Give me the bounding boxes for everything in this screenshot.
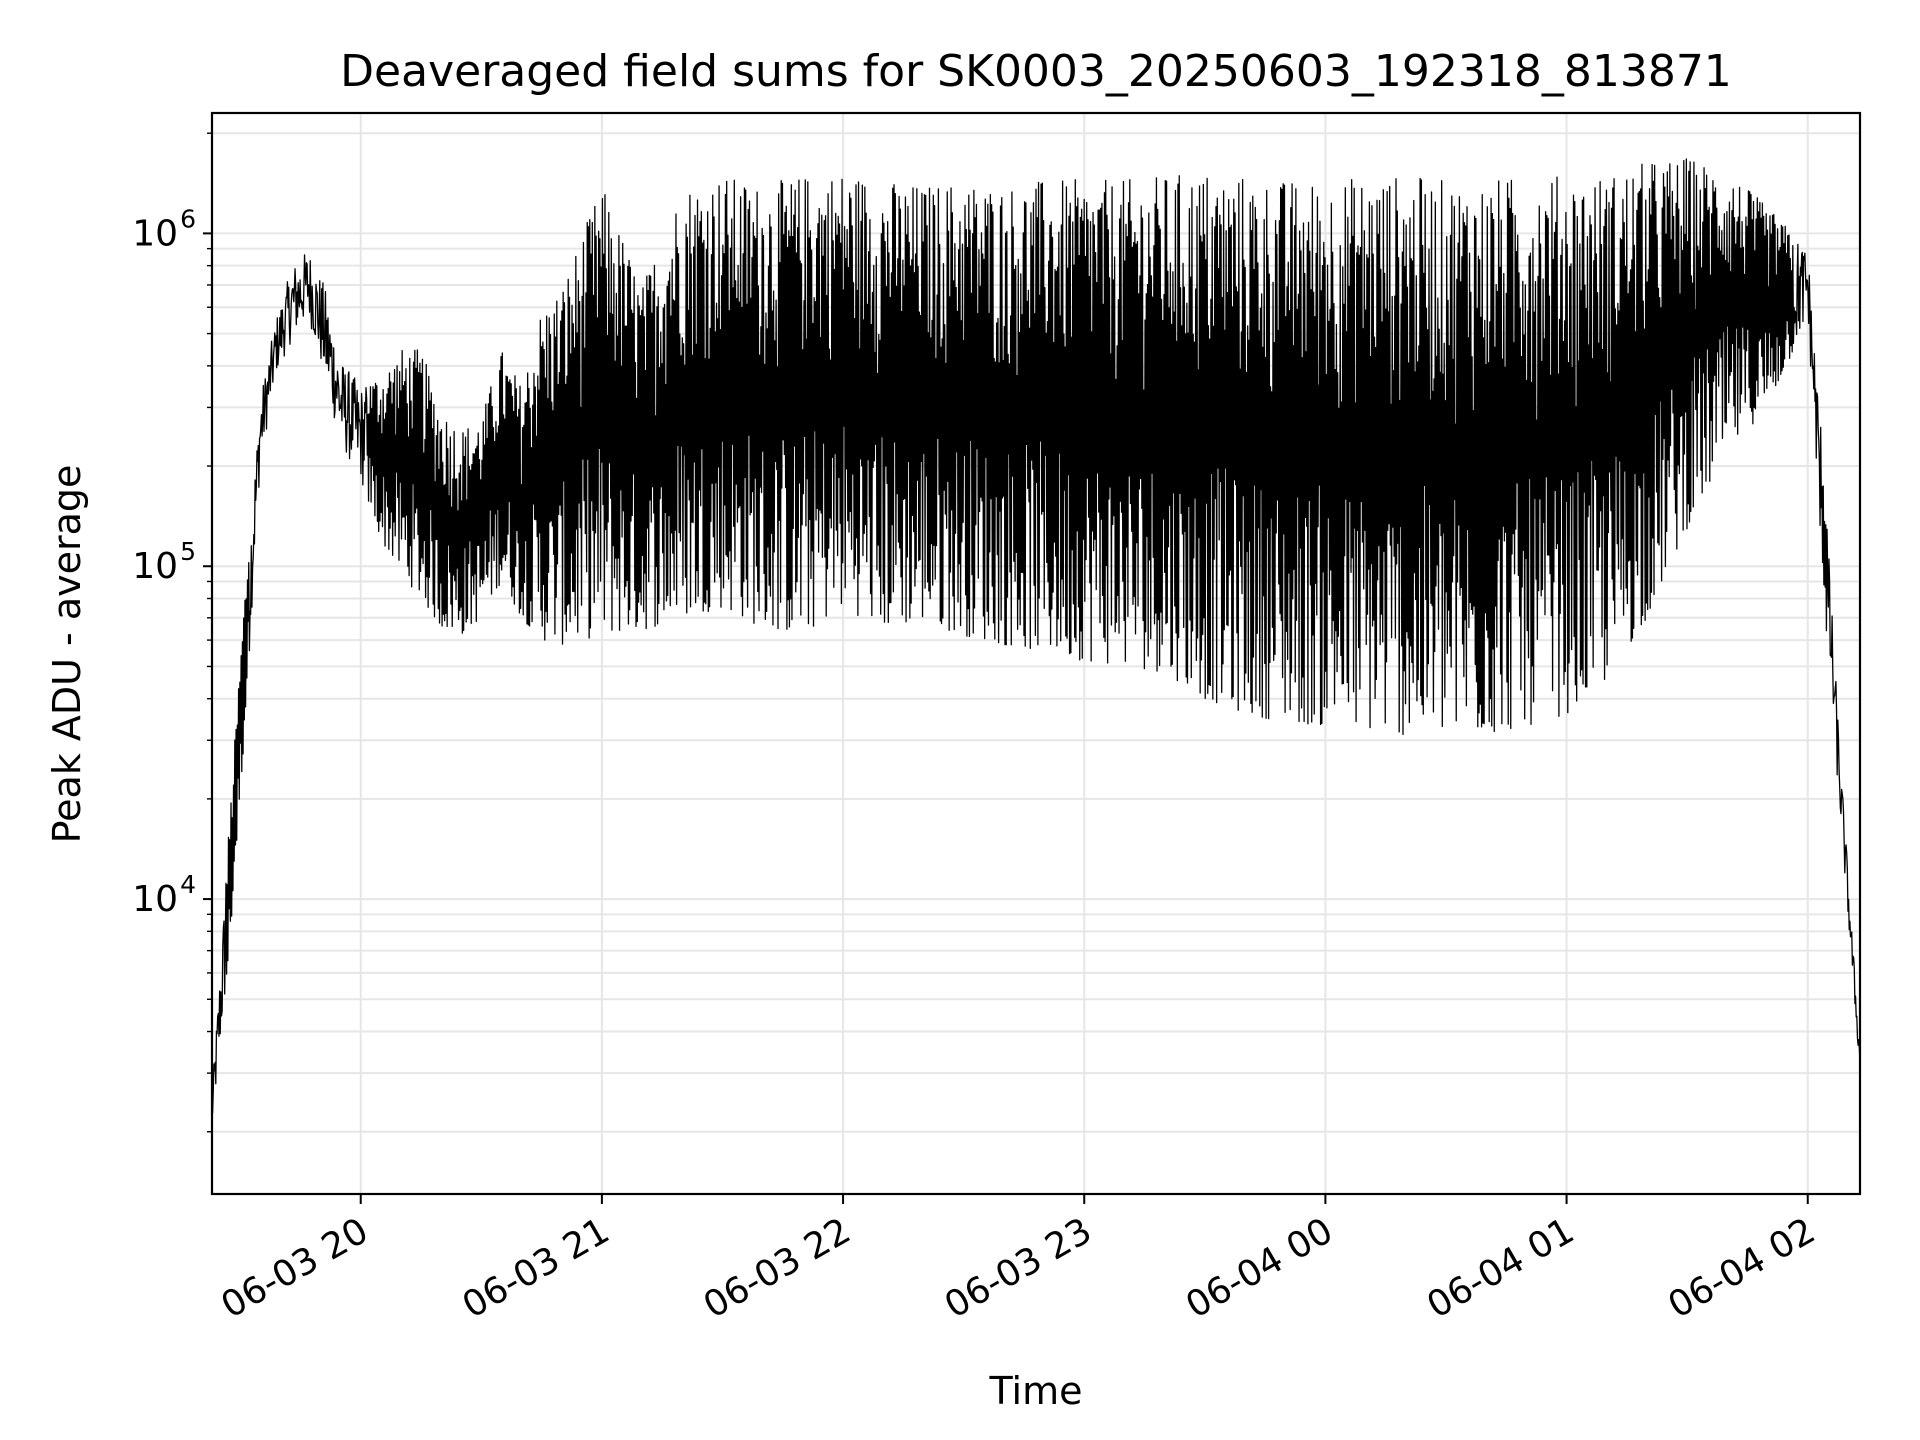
chart-title: Deaveraged field sums for SK0003_2025060… (340, 46, 1732, 97)
y-tick-exponent: 5 (180, 537, 196, 566)
y-tick-exponent: 6 (180, 204, 196, 233)
y-tick-label: 10 (132, 213, 178, 254)
y-tick-exponent: 4 (180, 870, 196, 899)
y-axis-label: Peak ADU - average (45, 465, 89, 844)
data-series (211, 158, 1861, 1114)
x-axis-label: Time (989, 1369, 1083, 1413)
plot-frame (210, 111, 1862, 1196)
y-tick-label: 10 (132, 546, 178, 587)
y-tick-label: 10 (132, 879, 178, 920)
series-line (211, 158, 1861, 1114)
